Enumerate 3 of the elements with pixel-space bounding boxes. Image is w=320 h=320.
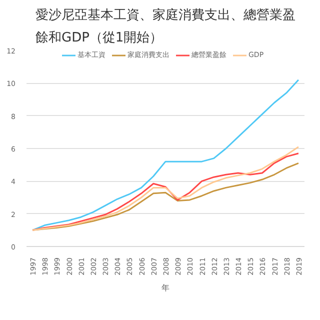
chart-title: 愛沙尼亞基本工資、家庭消費支出、總營業盈餘和GDP（從1開始）: [36, 7, 296, 46]
x-axis-title: 年: [162, 283, 170, 292]
line-series: [32, 79, 300, 231]
